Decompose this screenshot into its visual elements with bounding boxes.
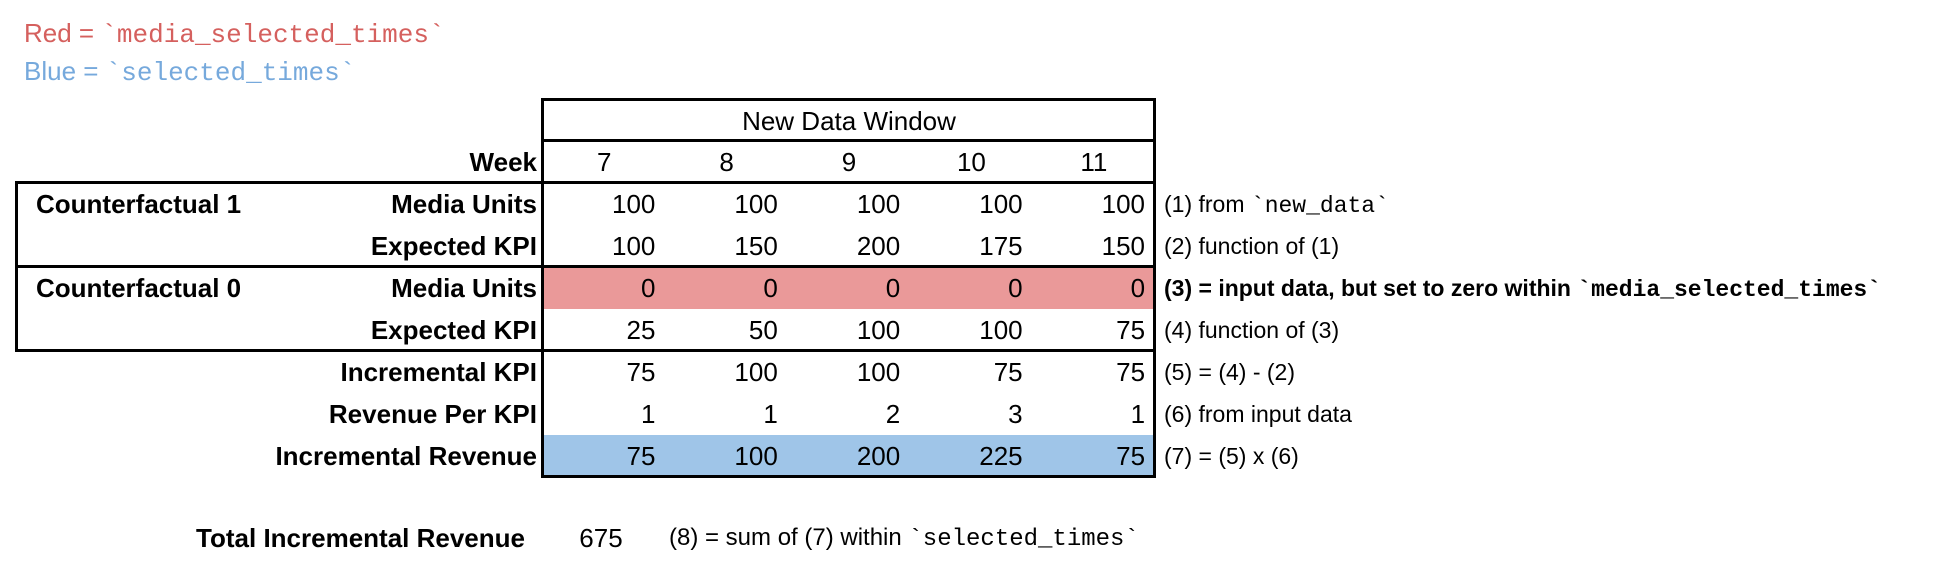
- table-cell: 1: [640, 399, 656, 429]
- table-cell: 150: [1101, 231, 1146, 261]
- row-annotation-1: (1) from `new_data`: [1164, 183, 1389, 227]
- table-cell: 200: [856, 441, 901, 471]
- table-cell: 100: [612, 231, 656, 261]
- week-number-row: 7 8 9 10 11: [543, 141, 1155, 183]
- total-incremental-revenue-label: Total Incremental Revenue: [196, 523, 525, 553]
- row-label-expected-kpi-cf1: Expected KPI: [370, 231, 537, 261]
- table-cell: 150: [734, 231, 778, 261]
- table-row-media-units-cf1: 100 100 100 100 100: [543, 183, 1155, 225]
- legend-blue-label: Blue =: [24, 56, 106, 86]
- table-cell: 75: [1116, 315, 1146, 345]
- table-cell: 100: [856, 189, 901, 219]
- table-cell: 75: [1116, 441, 1146, 471]
- annotation-text: (4) function of (3): [1164, 317, 1340, 343]
- counterfactual-0-box: [15, 265, 544, 352]
- table-cell: 100: [979, 189, 1023, 219]
- table-cell: 3: [1008, 399, 1023, 429]
- table-cell: 50: [748, 315, 778, 345]
- row-label-revenue-per-kpi: Revenue Per KPI: [328, 399, 537, 429]
- table-border-right: [1153, 98, 1156, 478]
- week-number: 11: [1080, 147, 1108, 177]
- table-cell: 75: [1116, 357, 1146, 387]
- annotation-text: (5) = (4) - (2): [1164, 359, 1295, 385]
- table-row-incremental-kpi: 75 100 100 75 75: [543, 351, 1155, 393]
- table-cell: 100: [734, 441, 778, 471]
- table-cell: 0: [640, 273, 656, 303]
- counterfactual-1-label: Counterfactual 1: [36, 189, 242, 219]
- table-row-expected-kpi-cf0: 25 50 100 100 75: [543, 309, 1155, 351]
- table-cell: 0: [885, 273, 901, 303]
- legend-red-label: Red =: [24, 18, 102, 48]
- row-label-media-units-cf1: Media Units: [391, 189, 537, 219]
- table-cell: 75: [993, 357, 1023, 387]
- row-label-media-units-cf0: Media Units: [391, 273, 537, 303]
- table-cell: 100: [612, 189, 656, 219]
- week-number: 9: [841, 147, 857, 177]
- table-cell: 1: [1130, 399, 1146, 429]
- table-cell: 100: [856, 315, 901, 345]
- row-annotation-5: (5) = (4) - (2): [1164, 351, 1295, 395]
- counterfactual-0-label: Counterfactual 0: [36, 273, 242, 303]
- table-row-revenue-per-kpi: 1 1 2 3 1: [543, 393, 1155, 435]
- table-cell: 0: [1130, 273, 1146, 303]
- annotation-text: (1) from: [1164, 191, 1251, 217]
- week-label: Week: [469, 147, 537, 177]
- annotation-text: (6) from input data: [1164, 401, 1352, 427]
- table-cell: 2: [885, 399, 901, 429]
- table-cell: 1: [763, 399, 778, 429]
- table-cell: 100: [856, 357, 901, 387]
- row-label-incremental-kpi: Incremental KPI: [340, 357, 537, 387]
- table-cell: 225: [979, 441, 1023, 471]
- row-annotation-4: (4) function of (3): [1164, 309, 1339, 353]
- selected-times-highlight-row: 75 100 200 225 75: [543, 435, 1155, 477]
- legend-red-code: `media_selected_times`: [101, 20, 445, 50]
- table-cell: 175: [979, 231, 1023, 261]
- table-border-below-cf0: [543, 349, 1155, 352]
- row-label-incremental-revenue: Incremental Revenue: [275, 441, 537, 471]
- table-cell: 0: [763, 273, 778, 303]
- table-border-top: [543, 98, 1155, 101]
- annotation-code: `media_selected_times`: [1577, 277, 1882, 303]
- table-cell: 100: [734, 357, 778, 387]
- table-border-below-week: [543, 181, 1155, 184]
- table-cell: 100: [979, 315, 1023, 345]
- week-number: 7: [596, 147, 612, 177]
- legend-blue-line: Blue = `selected_times`: [24, 52, 355, 92]
- new-data-window-header: New Data Window: [742, 106, 956, 136]
- table-row-expected-kpi-cf1: 100 150 200 175 150: [543, 225, 1155, 267]
- row-annotation-3: (3) = input data, but set to zero within…: [1164, 267, 1881, 311]
- legend-red-line: Red = `media_selected_times`: [24, 14, 445, 54]
- annotation-code: `selected_times`: [908, 526, 1139, 553]
- table-border-cf-divider: [543, 265, 1155, 268]
- annotation-text: (8) = sum of (7) within: [669, 524, 909, 551]
- table-border-bottom: [543, 475, 1155, 478]
- annotation-code: `new_data`: [1250, 193, 1389, 219]
- week-number: 10: [956, 147, 986, 177]
- row-label-expected-kpi-cf0: Expected KPI: [370, 315, 537, 345]
- legend-blue-code: `selected_times`: [105, 58, 356, 88]
- table-border-below-header: [543, 139, 1155, 142]
- week-number: 8: [719, 147, 734, 177]
- annotation-text: (2) function of (1): [1164, 233, 1340, 259]
- row-annotation-6: (6) from input data: [1164, 393, 1352, 437]
- table-cell: 0: [1008, 273, 1023, 303]
- table-cell: 25: [626, 315, 656, 345]
- total-incremental-revenue-value: 675: [579, 523, 623, 553]
- row-annotation-7: (7) = (5) x (6): [1164, 435, 1299, 479]
- table-cell: 200: [856, 231, 901, 261]
- table-cell: 75: [626, 441, 656, 471]
- table-cell: 100: [1101, 189, 1146, 219]
- annotation-text: (3) = input data, but set to zero within: [1164, 275, 1578, 301]
- table-cell: 75: [626, 357, 656, 387]
- row-annotation-2: (2) function of (1): [1164, 225, 1339, 269]
- total-annotation: (8) = sum of (7) within `selected_times`: [669, 517, 1139, 561]
- annotation-text: (7) = (5) x (6): [1164, 443, 1299, 469]
- table-cell: 100: [734, 189, 778, 219]
- media-selected-times-highlight-row: 0 0 0 0 0: [543, 267, 1155, 309]
